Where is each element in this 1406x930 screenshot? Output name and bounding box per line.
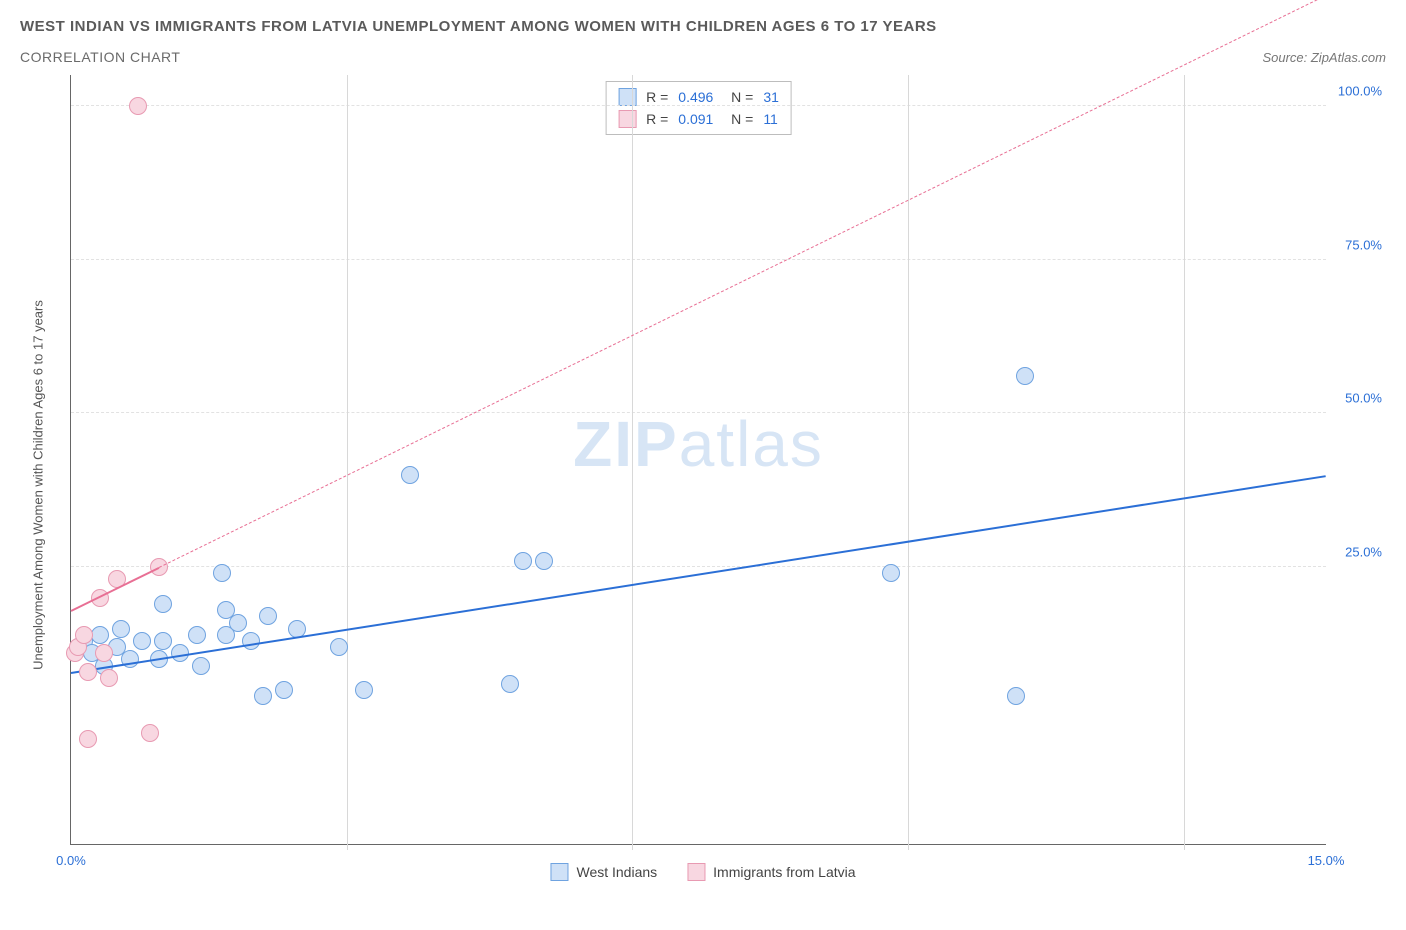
gridline-h: [71, 259, 1326, 260]
data-point: [535, 552, 553, 570]
legend-swatch: [687, 863, 705, 881]
data-point: [100, 669, 118, 687]
data-point: [882, 564, 900, 582]
watermark-bold: ZIP: [573, 408, 679, 480]
y-tick-label: 75.0%: [1345, 237, 1382, 252]
chart-subtitle: CORRELATION CHART: [20, 49, 180, 65]
chart-title: WEST INDIAN VS IMMIGRANTS FROM LATVIA UN…: [20, 18, 1386, 35]
data-point: [141, 724, 159, 742]
data-point: [188, 626, 206, 644]
subtitle-row: CORRELATION CHART Source: ZipAtlas.com: [20, 49, 1386, 65]
gridline-h: [71, 566, 1326, 567]
stats-legend: R = 0.496 N = 31 R = 0.091 N = 11: [605, 81, 792, 135]
data-point: [91, 626, 109, 644]
data-point: [275, 681, 293, 699]
stat-n-value: 11: [763, 111, 778, 127]
x-tick-label: 0.0%: [56, 853, 86, 868]
data-point: [229, 614, 247, 632]
data-point: [501, 675, 519, 693]
stats-row: R = 0.496 N = 31: [618, 88, 779, 106]
stat-n-label: N =: [723, 111, 753, 127]
data-point: [1007, 687, 1025, 705]
trend-line: [71, 475, 1326, 674]
data-point: [112, 620, 130, 638]
stat-r-value: 0.091: [678, 111, 713, 127]
y-axis-label: Unemployment Among Women with Children A…: [31, 300, 46, 670]
data-point: [213, 564, 231, 582]
gridline-v: [1184, 75, 1185, 850]
y-tick-label: 100.0%: [1338, 83, 1382, 98]
gridline-h: [71, 105, 1326, 106]
watermark: ZIPatlas: [573, 407, 824, 481]
data-point: [95, 644, 113, 662]
data-point: [79, 663, 97, 681]
y-tick-label: 50.0%: [1345, 391, 1382, 406]
data-point: [401, 466, 419, 484]
data-point: [1016, 367, 1034, 385]
gridline-v: [908, 75, 909, 850]
data-point: [514, 552, 532, 570]
stat-r-label: R =: [646, 111, 668, 127]
gridline-v: [632, 75, 633, 850]
plot-region: ZIPatlas R =0.496 N =31R =0.091 N =11 25…: [70, 75, 1326, 845]
data-point: [192, 657, 210, 675]
data-point: [254, 687, 272, 705]
data-point: [79, 730, 97, 748]
series-legend: West Indians Immigrants from Latvia: [550, 863, 855, 881]
legend-swatch: [618, 88, 636, 106]
data-point: [133, 632, 151, 650]
legend-swatch: [550, 863, 568, 881]
legend-label: Immigrants from Latvia: [713, 864, 855, 880]
stat-n-value: 31: [763, 89, 779, 105]
legend-item: Immigrants from Latvia: [687, 863, 855, 881]
legend-label: West Indians: [576, 864, 657, 880]
stats-row: R = 0.091 N = 11: [618, 110, 779, 128]
data-point: [129, 97, 147, 115]
legend-swatch: [618, 110, 636, 128]
chart-area: Unemployment Among Women with Children A…: [20, 75, 1386, 895]
source-name: ZipAtlas.com: [1311, 50, 1386, 65]
stat-n-label: N =: [723, 89, 753, 105]
y-tick-label: 25.0%: [1345, 545, 1382, 560]
data-point: [154, 632, 172, 650]
data-point: [330, 638, 348, 656]
x-tick-label: 15.0%: [1308, 853, 1345, 868]
stat-r-label: R =: [646, 89, 668, 105]
legend-item: West Indians: [550, 863, 657, 881]
data-point: [259, 607, 277, 625]
gridline-v: [347, 75, 348, 850]
data-point: [75, 626, 93, 644]
source-prefix: Source:: [1262, 50, 1310, 65]
stat-r-value: 0.496: [678, 89, 713, 105]
data-point: [242, 632, 260, 650]
data-point: [355, 681, 373, 699]
source-label: Source: ZipAtlas.com: [1262, 50, 1386, 65]
watermark-light: atlas: [679, 408, 824, 480]
data-point: [154, 595, 172, 613]
gridline-h: [71, 412, 1326, 413]
